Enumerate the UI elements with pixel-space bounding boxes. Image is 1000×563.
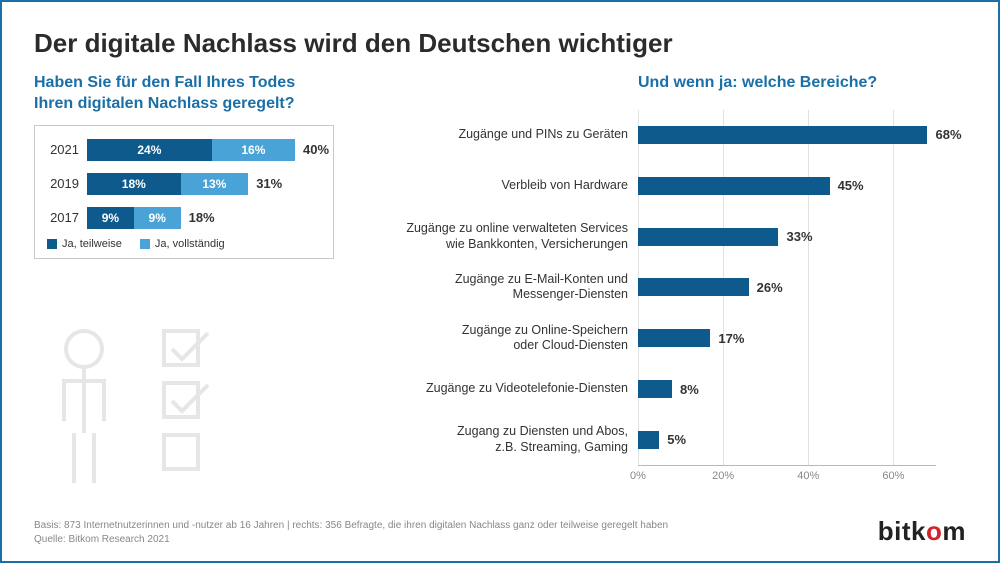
bar-fill — [638, 278, 749, 296]
legend-item: Ja, teilweise — [47, 238, 122, 250]
bar-row: Zugang zu Diensten und Abos, z.B. Stream… — [388, 421, 936, 459]
columns: Haben Sie für den Fall Ihres Todes Ihren… — [34, 73, 966, 493]
bar-label: Zugänge und PINs zu Geräten — [388, 127, 638, 143]
legend-swatch — [140, 239, 150, 249]
total-label: 31% — [248, 173, 282, 195]
bar-fill — [638, 228, 778, 246]
logo-part-a: bitk — [878, 516, 926, 546]
bar-fill — [638, 380, 672, 398]
bar-row: Verbleib von Hardware 45% — [388, 167, 936, 205]
x-tick-label: 40% — [797, 470, 819, 482]
segment-partial: 18% — [87, 173, 181, 195]
total-label: 40% — [295, 139, 329, 161]
bar-value: 5% — [659, 431, 686, 449]
bar-value: 8% — [672, 380, 699, 398]
bitkom-logo: bitkom — [878, 516, 966, 547]
bar-track: 33% — [638, 228, 936, 246]
segment-partial: 24% — [87, 139, 212, 161]
infographic-frame: Der digitale Nachlass wird den Deutschen… — [0, 0, 1000, 563]
legend-item: Ja, vollständig — [140, 238, 225, 250]
year-label: 2017 — [47, 210, 87, 225]
decorative-person-checklist-icon — [34, 303, 294, 493]
bar-row: Zugänge zu Videotelefonie-Diensten 8% — [388, 370, 936, 408]
bar-fill — [638, 177, 830, 195]
bar-track: 26% — [638, 278, 936, 296]
bar-row: Zugänge zu Online-Speichern oder Cloud-D… — [388, 319, 936, 357]
bar-fill — [638, 329, 710, 347]
total-label: 18% — [181, 207, 215, 229]
footer-text: Basis: 873 Internetnutzerinnen und -nutz… — [34, 519, 668, 547]
legend: Ja, teilweise Ja, vollständig — [47, 238, 321, 250]
x-tick-label: 60% — [882, 470, 904, 482]
stacked-bar-row: 20179%9%18% — [47, 204, 321, 232]
bar-track: 17% — [638, 329, 936, 347]
bar-track: 18%13%31% — [87, 173, 321, 195]
bar-value: 26% — [749, 278, 783, 296]
source-line: Quelle: Bitkom Research 2021 — [34, 533, 668, 547]
segment-full: 9% — [134, 207, 181, 229]
bar-fill — [638, 126, 927, 144]
year-label: 2021 — [47, 142, 87, 157]
bar-label: Zugänge zu online verwalteten Services w… — [388, 221, 638, 252]
horizontal-bar-chart: Zugänge und PINs zu Geräten68%Verbleib v… — [388, 110, 966, 493]
bar-track: 8% — [638, 380, 936, 398]
bar-track: 24%16%40% — [87, 139, 321, 161]
segment-full: 16% — [212, 139, 295, 161]
logo-part-b: o — [926, 516, 942, 546]
bar-track: 9%9%18% — [87, 207, 321, 229]
stacked-bar-chart: 202124%16%40%201918%13%31%20179%9%18% Ja… — [34, 125, 334, 259]
year-label: 2019 — [47, 176, 87, 191]
bar-label: Zugänge zu E-Mail-Konten und Messenger-D… — [388, 272, 638, 303]
x-tick-label: 0% — [630, 470, 646, 482]
segment-partial: 9% — [87, 207, 134, 229]
bar-label: Zugang zu Diensten und Abos, z.B. Stream… — [388, 424, 638, 455]
x-tick-label: 20% — [712, 470, 734, 482]
basis-line: Basis: 873 Internetnutzerinnen und -nutz… — [34, 519, 668, 533]
bar-label: Zugänge zu Videotelefonie-Diensten — [388, 381, 638, 397]
left-question: Haben Sie für den Fall Ihres Todes Ihren… — [34, 73, 364, 115]
legend-swatch — [47, 239, 57, 249]
stacked-bar-row: 201918%13%31% — [47, 170, 321, 198]
left-column: Haben Sie für den Fall Ihres Todes Ihren… — [34, 73, 364, 493]
bar-fill — [638, 431, 659, 449]
legend-label: Ja, teilweise — [62, 238, 122, 250]
right-column: Und wenn ja: welche Bereiche? Zugänge un… — [388, 73, 966, 493]
bar-label: Zugänge zu Online-Speichern oder Cloud-D… — [388, 323, 638, 354]
bar-row: Zugänge zu E-Mail-Konten und Messenger-D… — [388, 268, 936, 306]
bar-track: 45% — [638, 177, 936, 195]
stacked-bar-row: 202124%16%40% — [47, 136, 321, 164]
bar-track: 68% — [638, 126, 936, 144]
bar-value: 17% — [710, 329, 744, 347]
bar-value: 33% — [778, 228, 812, 246]
right-question: Und wenn ja: welche Bereiche? — [388, 73, 966, 94]
bar-track: 5% — [638, 431, 936, 449]
legend-label: Ja, vollständig — [155, 238, 225, 250]
logo-part-c: m — [942, 516, 966, 546]
bar-value: 68% — [927, 126, 961, 144]
bar-value: 45% — [830, 177, 864, 195]
bar-label: Verbleib von Hardware — [388, 178, 638, 194]
main-title: Der digitale Nachlass wird den Deutschen… — [34, 28, 966, 59]
segment-full: 13% — [181, 173, 249, 195]
bar-row: Zugänge und PINs zu Geräten68% — [388, 116, 936, 154]
x-axis: 0%20%40%60% — [638, 465, 936, 493]
bar-row: Zugänge zu online verwalteten Services w… — [388, 218, 936, 256]
footer: Basis: 873 Internetnutzerinnen und -nutz… — [34, 516, 966, 547]
